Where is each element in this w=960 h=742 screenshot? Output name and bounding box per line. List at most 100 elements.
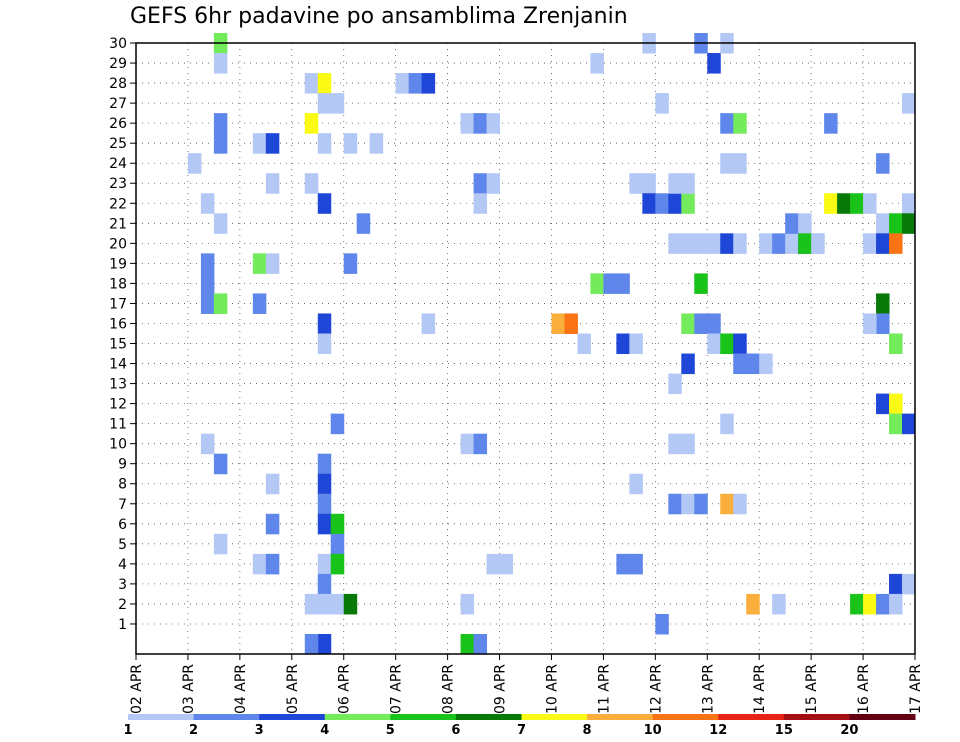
heatmap-cell [785,233,799,254]
heatmap-cell [395,73,410,94]
colorbar-label: 7 [517,723,526,738]
heatmap-cell [720,233,734,254]
heatmap-cell [863,193,877,214]
heatmap-cell [889,393,903,415]
y-tick-label: 27 [109,96,127,112]
heatmap-cell [694,493,708,515]
x-tick-label: 12 APR [648,664,664,714]
heatmap-cell [265,253,280,274]
heatmap-cell [707,233,721,254]
colorbar: 1 2 3 4 5 6 7 8 10 12 15 20 [123,714,916,738]
heatmap-cell [252,253,267,274]
heatmap-cell [694,313,708,334]
heatmap-cell [330,533,345,555]
heatmap-cell [213,113,228,134]
heatmap-cell [746,593,760,615]
y-tick-label: 21 [109,216,127,232]
heatmap-cell [811,233,825,254]
heatmap-cell [356,213,371,234]
y-tick-label: 29 [109,56,127,72]
heatmap-cell [213,133,228,154]
heatmap-cell [850,193,864,214]
heatmap-cell [642,193,656,214]
heatmap-cell [850,593,864,615]
heatmap-cell [213,293,228,314]
heatmap-cell [668,233,682,254]
colorbar-label: 2 [189,723,198,738]
heatmap-cell [460,433,475,455]
heatmap-cell [824,113,838,134]
y-tick-label: 24 [109,156,127,172]
colorbar-segment [128,714,195,720]
y-tick-label: 2 [118,597,127,613]
heatmap-cell [590,53,604,74]
heatmap-cell [304,633,319,655]
heatmap-cell [317,493,332,515]
x-tick-label: 07 APR [389,664,405,714]
heatmap-cell [317,513,332,535]
colorbar-label: 4 [320,723,329,738]
heatmap-cell [317,313,332,334]
colorbar-label: 12 [709,723,727,738]
heatmap-cell [876,593,890,615]
y-tick-label: 4 [118,557,127,573]
heatmap-cell [317,553,332,575]
heatmap-cell [772,593,786,615]
heatmap-cell [317,93,332,114]
heatmap-cell [317,333,332,355]
heatmap-cell [798,213,812,234]
heatmap-cell [330,513,345,535]
heatmap-cell [343,253,358,274]
x-tick-label: 10 APR [544,664,560,714]
y-axis: 1234567891011121314151617181920212223242… [109,36,136,633]
colorbar-segment [193,714,260,720]
heatmap-cell [681,193,695,214]
y-tick-label: 13 [109,377,127,393]
heatmap-cell [200,293,215,314]
heatmap-cell [330,413,345,435]
x-tick-label: 11 APR [596,664,612,714]
heatmap-cell [863,313,877,334]
heatmap-cell [668,433,682,455]
x-tick-label: 04 APR [233,664,249,714]
heatmap-cell [499,553,514,575]
heatmap-cell [200,273,215,294]
heatmap-cell [642,173,656,194]
colorbar-label: 5 [386,723,395,738]
heatmap-cell [785,213,799,234]
heatmap-cell [252,293,267,314]
heatmap-cell [460,593,475,615]
heatmap-cell [655,93,669,114]
heatmap-cell [629,333,643,355]
y-tick-label: 16 [109,316,127,332]
heatmap-cell [668,173,682,194]
x-tick-label: 05 APR [285,664,301,714]
y-tick-label: 12 [109,397,127,413]
heatmap-cell [902,213,916,234]
heatmap-cell [720,153,734,174]
y-tick-label: 22 [109,196,127,212]
heatmap-cell [213,53,228,74]
y-tick-label: 28 [109,76,127,92]
heatmap-cell [304,73,319,94]
y-tick-label: 30 [109,36,127,52]
heatmap-cell [863,593,877,615]
heatmap-cell [343,133,358,154]
heatmap-cell [629,473,643,495]
heatmap-cell [720,113,734,134]
heatmap-cell [681,313,695,334]
y-tick-label: 26 [109,116,127,132]
heatmap-cell [876,213,890,234]
heatmap-cell [876,293,890,314]
heatmap-cell [330,593,345,615]
heatmap-cell [616,273,630,294]
heatmap-cell [668,193,682,214]
heatmap-cell [252,553,267,575]
heatmap-cell [876,153,890,174]
heatmap-cell [681,353,695,375]
heatmap-cell [265,513,280,535]
heatmap-cell [902,573,916,595]
heatmap-cell [460,633,475,655]
heatmap-cell [200,433,215,455]
heatmap-cell [486,173,501,194]
